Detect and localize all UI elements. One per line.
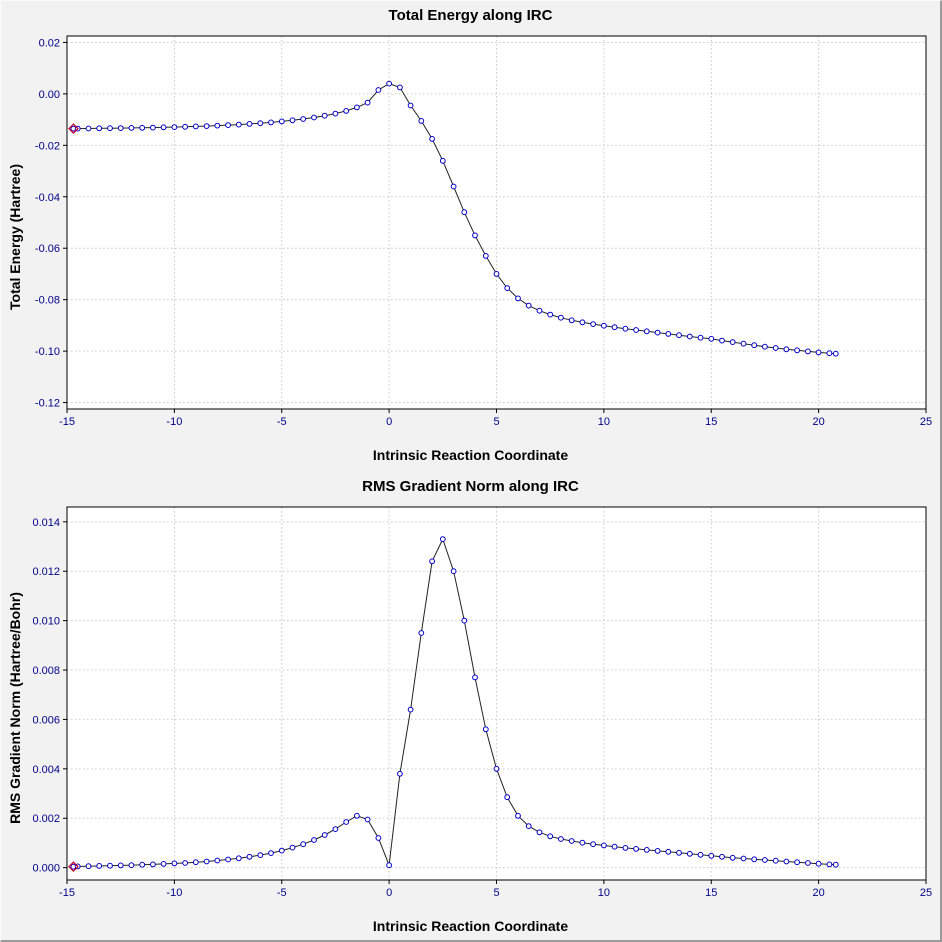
svg-text:0.002: 0.002 xyxy=(32,813,60,825)
y-tick-labels: 0.000 0.002 0.004 0.006 0.008 0.010 0.012 0.014 xyxy=(32,517,60,875)
gradient-chart-area: RMS Gradient Norm (Hartree/Bohr) -15 -10-… xyxy=(1,500,940,915)
svg-text:5: 5 xyxy=(493,887,499,899)
y-tick-labels: -0.12 -0.10 -0.08 -0.06 -0.04 -0.02 0.00 0.02 xyxy=(35,37,60,409)
svg-text:-5: -5 xyxy=(277,887,287,899)
energy-plot-canvas: -15 -10 -5 0 5 10 15 20 25-0.12-0.10-0.08-0.06-0… xyxy=(35,35,932,428)
svg-text:15: 15 xyxy=(705,416,717,428)
svg-text:0.00: 0.00 xyxy=(39,89,60,101)
svg-text:0.012: 0.012 xyxy=(32,566,60,578)
svg-text:-0.10: -0.10 xyxy=(35,346,60,358)
svg-text:0.010: 0.010 xyxy=(32,616,60,628)
first-point-marker xyxy=(68,861,79,873)
data-markers xyxy=(70,536,839,870)
svg-text:0: 0 xyxy=(386,416,392,428)
svg-text:15: 15 xyxy=(705,887,717,899)
energy-chart-panel: Total Energy along IRC Total Energy (Har… xyxy=(1,1,940,472)
svg-text:0: 0 xyxy=(386,887,392,899)
x-tick-labels: -15 -10 -5 0 5 10 15 20 25 xyxy=(59,887,932,899)
gradient-chart-title: RMS Gradient Norm along IRC xyxy=(362,478,579,495)
svg-text:25: 25 xyxy=(920,416,932,428)
svg-text:-0.02: -0.02 xyxy=(35,140,60,152)
plot-frame xyxy=(66,506,927,881)
svg-text:0.014: 0.014 xyxy=(32,517,60,529)
gradient-y-axis-label: RMS Gradient Norm (Hartree/Bohr) xyxy=(7,591,23,824)
gradient-chart-panel: RMS Gradient Norm along IRC RMS Gradient… xyxy=(1,472,940,940)
svg-text:0.004: 0.004 xyxy=(32,764,60,776)
x-tick-labels: -15 -10 -5 0 5 10 15 20 25 xyxy=(59,416,932,428)
svg-text:20: 20 xyxy=(813,416,825,428)
svg-text:0.02: 0.02 xyxy=(39,37,60,49)
svg-text:-10: -10 xyxy=(166,887,182,899)
svg-text:-0.08: -0.08 xyxy=(35,295,60,307)
plot-frame xyxy=(66,35,927,410)
svg-text:0.008: 0.008 xyxy=(32,665,60,677)
tick-marks xyxy=(63,41,927,413)
svg-text:-0.04: -0.04 xyxy=(35,192,60,204)
tick-marks xyxy=(63,521,927,884)
svg-text:-0.12: -0.12 xyxy=(35,398,60,410)
svg-text:0.006: 0.006 xyxy=(32,714,60,726)
svg-text:0.000: 0.000 xyxy=(32,863,60,875)
gradient-plot-canvas: -15 -10 -5 0 5 10 15 20 250.0000.0020.0040.0060.… xyxy=(32,506,932,899)
svg-text:25: 25 xyxy=(920,887,932,899)
first-point-marker xyxy=(68,123,79,134)
energy-chart-area: Total Energy (Hartree) -15 -10 -5 0 5 10 15 20 2… xyxy=(1,29,940,444)
data-markers xyxy=(70,80,839,357)
energy-x-axis-label: Intrinsic Reaction Coordinate xyxy=(372,447,569,463)
energy-chart-title: Total Energy along IRC xyxy=(388,7,553,24)
svg-text:-15: -15 xyxy=(59,416,75,428)
grid-lines xyxy=(66,36,927,409)
svg-text:10: 10 xyxy=(598,416,610,428)
svg-text:20: 20 xyxy=(813,887,825,899)
svg-text:-10: -10 xyxy=(166,416,182,428)
gradient-x-axis-label: Intrinsic Reaction Coordinate xyxy=(372,918,569,934)
svg-text:-5: -5 xyxy=(277,416,287,428)
svg-text:-15: -15 xyxy=(59,887,75,899)
svg-text:5: 5 xyxy=(493,416,499,428)
svg-text:10: 10 xyxy=(598,887,610,899)
energy-y-axis-label: Total Energy (Hartree) xyxy=(7,163,23,310)
plot-background xyxy=(67,36,926,409)
svg-text:-0.06: -0.06 xyxy=(35,243,60,255)
